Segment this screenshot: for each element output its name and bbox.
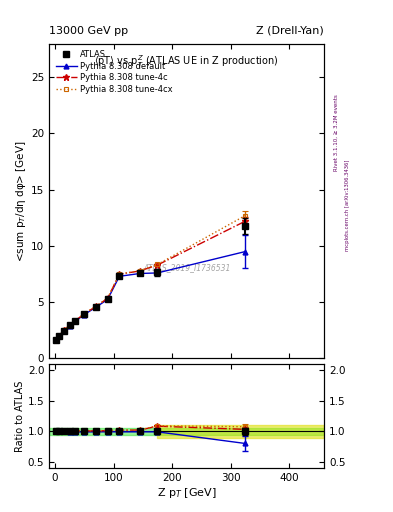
X-axis label: Z p$_T$ [GeV]: Z p$_T$ [GeV] <box>157 486 217 500</box>
Text: ATLAS_2019_I1736531: ATLAS_2019_I1736531 <box>143 263 230 272</box>
Text: Z (Drell-Yan): Z (Drell-Yan) <box>257 26 324 36</box>
Legend: ATLAS, Pythia 8.308 default, Pythia 8.308 tune-4c, Pythia 8.308 tune-4cx: ATLAS, Pythia 8.308 default, Pythia 8.30… <box>53 48 175 96</box>
Y-axis label: <sum p$_T$/dη dφ> [GeV]: <sum p$_T$/dη dφ> [GeV] <box>14 140 28 262</box>
Y-axis label: Ratio to ATLAS: Ratio to ATLAS <box>15 380 25 452</box>
Bar <box>49 429 324 435</box>
Bar <box>158 425 324 438</box>
Text: 13000 GeV pp: 13000 GeV pp <box>49 26 128 36</box>
Text: mcplots.cern.ch [arXiv:1306.3436]: mcplots.cern.ch [arXiv:1306.3436] <box>345 159 350 250</box>
Text: $\langle$pT$\rangle$ vs p$^Z_T$ (ATLAS UE in Z production): $\langle$pT$\rangle$ vs p$^Z_T$ (ATLAS U… <box>94 53 279 70</box>
Text: Rivet 3.1.10, ≥ 3.2M events: Rivet 3.1.10, ≥ 3.2M events <box>334 95 338 172</box>
